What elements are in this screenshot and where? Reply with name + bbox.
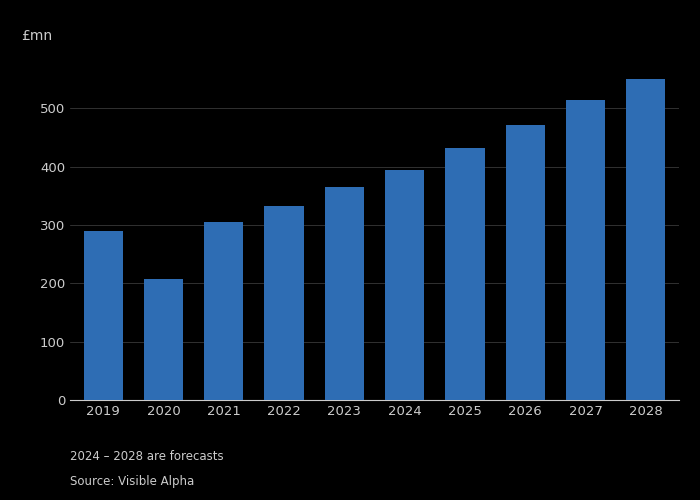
Text: 2024 – 2028 are forecasts: 2024 – 2028 are forecasts bbox=[70, 450, 223, 463]
Bar bbox=[265, 206, 304, 400]
Bar bbox=[566, 100, 605, 400]
Bar bbox=[385, 170, 424, 400]
Bar bbox=[325, 187, 364, 400]
Bar bbox=[83, 231, 122, 400]
Bar bbox=[626, 79, 666, 400]
Bar bbox=[204, 222, 244, 400]
Bar bbox=[505, 124, 545, 400]
Text: Source: Visible Alpha: Source: Visible Alpha bbox=[70, 475, 195, 488]
Bar bbox=[144, 278, 183, 400]
Bar bbox=[445, 148, 484, 400]
Text: £mn: £mn bbox=[21, 29, 52, 43]
